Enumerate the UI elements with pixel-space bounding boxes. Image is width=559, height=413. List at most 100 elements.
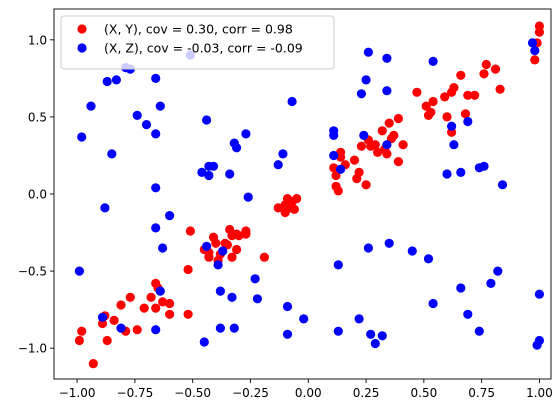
data-point <box>132 110 142 120</box>
data-point <box>356 89 366 99</box>
data-point <box>382 140 392 150</box>
data-point <box>382 86 392 96</box>
data-point <box>232 143 242 153</box>
data-point <box>183 264 193 275</box>
data-point <box>382 53 392 63</box>
data-point <box>333 326 343 336</box>
data-point <box>474 326 484 336</box>
data-point <box>165 309 175 319</box>
data-point <box>227 252 237 262</box>
data-point <box>155 286 165 296</box>
data-point <box>215 323 225 333</box>
data-point <box>490 64 501 74</box>
data-point <box>204 170 214 181</box>
data-point <box>211 238 221 248</box>
data-point <box>241 229 251 239</box>
series-2 <box>74 38 545 350</box>
data-point <box>534 335 545 346</box>
data-point <box>155 101 165 111</box>
y-tick-label: 0.0 <box>28 188 47 202</box>
data-point <box>197 167 207 177</box>
data-point <box>329 163 339 173</box>
data-point <box>447 121 457 131</box>
data-point <box>456 167 466 177</box>
data-point <box>88 359 98 369</box>
data-point <box>185 226 195 236</box>
data-point <box>77 132 87 142</box>
data-point <box>204 252 214 262</box>
data-point <box>107 149 117 159</box>
legend-label: (X, Y), cov = 0.30, corr = 0.98 <box>104 22 293 37</box>
data-point <box>336 147 346 157</box>
data-point <box>199 337 209 347</box>
data-point <box>354 167 364 177</box>
data-point <box>463 90 473 100</box>
data-point <box>202 115 212 125</box>
x-tick-label: 0.75 <box>468 386 495 400</box>
data-point <box>287 96 297 107</box>
data-point <box>208 161 219 171</box>
x-tick-label: −1.00 <box>59 386 96 400</box>
data-point <box>289 204 299 214</box>
data-point <box>398 140 408 150</box>
data-point <box>109 315 119 325</box>
data-point <box>456 70 466 80</box>
y-axis-ticks: −1.0 −0.5 0.0 0.5 1.0 <box>18 33 54 356</box>
y-tick-label: −0.5 <box>18 265 47 279</box>
legend: (X, Y), cov = 0.30, corr = 0.98 (X, Z), c… <box>60 15 335 70</box>
x-tick-label: 0.50 <box>411 386 438 400</box>
data-point <box>202 241 212 251</box>
data-points <box>74 21 545 369</box>
data-point <box>111 75 121 85</box>
data-point <box>232 244 242 255</box>
data-point <box>74 335 84 346</box>
data-point <box>366 329 376 339</box>
y-tick-label: 0.5 <box>28 110 47 124</box>
data-point <box>146 292 156 302</box>
x-tick-label: 0.00 <box>295 386 322 400</box>
data-point <box>349 155 360 165</box>
data-point <box>278 149 288 159</box>
data-point <box>116 300 126 310</box>
x-tick-label: 0.25 <box>353 386 380 400</box>
data-point <box>74 266 84 276</box>
data-point <box>463 116 473 127</box>
data-point <box>151 303 161 313</box>
data-point <box>463 309 473 319</box>
data-point <box>393 157 403 167</box>
data-point <box>151 183 161 193</box>
data-point <box>77 326 87 336</box>
data-point <box>97 312 108 322</box>
data-point <box>530 46 540 56</box>
data-point <box>363 243 373 253</box>
data-point <box>354 314 364 324</box>
data-point <box>428 56 438 66</box>
data-point <box>250 274 260 284</box>
data-point <box>412 87 422 97</box>
legend-label: (X, Z), cov = -0.03, corr = -0.09 <box>104 41 303 56</box>
data-point <box>273 160 283 170</box>
x-tick-label: −0.25 <box>232 386 269 400</box>
data-point <box>470 90 480 100</box>
data-point <box>426 107 436 117</box>
data-point <box>479 69 489 79</box>
data-point <box>329 150 339 161</box>
data-point <box>292 194 302 204</box>
data-point <box>125 292 135 302</box>
data-point <box>382 149 392 159</box>
data-point <box>158 243 168 253</box>
data-point <box>495 84 505 94</box>
data-point <box>151 129 161 139</box>
data-point <box>428 298 438 309</box>
data-point <box>102 335 112 346</box>
data-point <box>393 113 403 124</box>
data-point <box>534 21 545 31</box>
data-point <box>449 83 459 93</box>
data-point <box>151 73 161 83</box>
x-tick-label: −0.75 <box>117 386 154 400</box>
data-point <box>229 323 239 333</box>
data-point <box>139 303 149 313</box>
data-point <box>116 323 126 333</box>
data-point <box>333 186 343 196</box>
data-point <box>370 140 380 150</box>
